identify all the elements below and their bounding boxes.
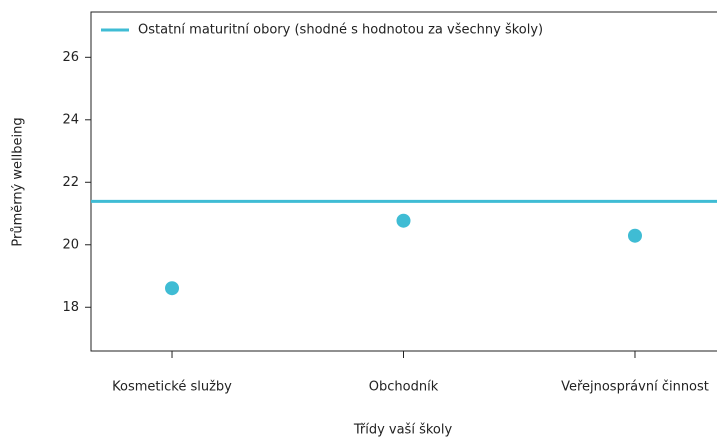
x-tick-label: Obchodník	[369, 380, 439, 395]
point	[396, 213, 411, 228]
x-tick-label: Veřejnosprávní činnost	[561, 380, 709, 395]
y-tick-label: 18	[62, 300, 79, 315]
point	[165, 281, 180, 296]
x-tick-label: Kosmetické služby	[112, 380, 232, 395]
y-axis-label: Průměrný wellbeing	[11, 117, 26, 246]
point	[627, 228, 642, 243]
legend-label: Ostatní maturitní obory (shodné s hodnot…	[138, 23, 543, 38]
y-tick-label: 24	[62, 112, 79, 127]
y-tick-label: 26	[62, 50, 79, 65]
y-tick-label: 22	[62, 175, 79, 190]
x-axis-label: Třídy vaší školy	[353, 423, 453, 437]
plot-frame	[90, 11, 717, 352]
y-tick-label: 20	[62, 237, 79, 252]
